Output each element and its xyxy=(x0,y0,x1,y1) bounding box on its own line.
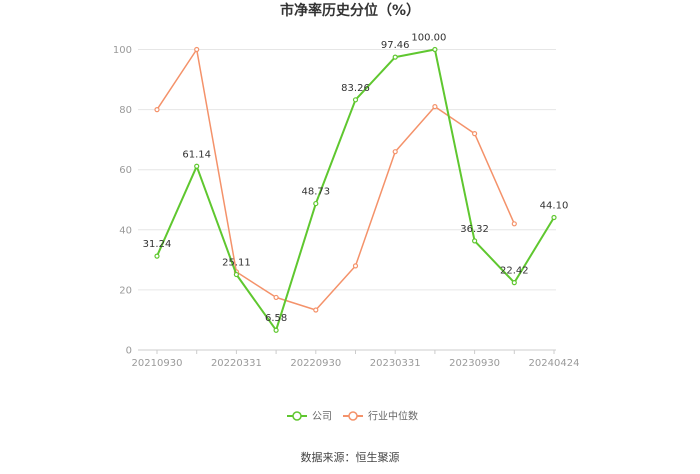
y-tick-label: 0 xyxy=(126,346,132,357)
data-label: 22.42 xyxy=(500,266,529,277)
data-label: 97.46 xyxy=(381,40,410,51)
data-point xyxy=(511,280,517,286)
data-point xyxy=(551,214,557,221)
legend-item-company[interactable]: 公司 xyxy=(287,411,332,423)
data-point xyxy=(194,163,200,169)
x-tick-label: 20220331 xyxy=(211,358,262,369)
data-label: 36.32 xyxy=(460,224,489,235)
legend-label: 公司 xyxy=(312,412,332,423)
data-point xyxy=(154,106,160,113)
data-point xyxy=(313,200,319,207)
series-layer xyxy=(154,46,557,333)
y-tick-label: 20 xyxy=(119,285,132,296)
series-industry-median xyxy=(154,46,517,313)
data-point xyxy=(154,253,160,259)
axis-layer: 0 20 40 60 80 100 20210930 20220331 20220930 2023… xyxy=(113,45,580,369)
source-note: 数据来源：恒生聚源 xyxy=(301,450,400,464)
data-label-layer: 31.24 61.14 25.11 6.58 48.73 83.26 97.46100.00… xyxy=(143,33,569,325)
legend-item-industry-median[interactable]: 行业中位数 xyxy=(343,410,418,423)
x-tick-label: 20220930 xyxy=(290,358,341,369)
y-tick-label: 60 xyxy=(119,165,132,176)
data-label: 25.11 xyxy=(222,258,251,269)
data-point xyxy=(472,131,478,137)
legend[interactable]: 公司 行业中位数 xyxy=(287,410,418,423)
data-label: 6.58 xyxy=(265,313,287,324)
data-point xyxy=(352,97,359,103)
y-tick-label: 40 xyxy=(119,225,132,236)
data-point xyxy=(233,271,239,278)
series-company xyxy=(154,46,557,333)
data-label: 31.24 xyxy=(143,239,172,250)
data-point xyxy=(432,103,438,110)
legend-swatch-marker xyxy=(348,411,358,421)
data-point xyxy=(313,307,319,313)
data-point xyxy=(352,263,359,269)
data-label: 44.10 xyxy=(540,200,569,211)
data-point xyxy=(273,327,279,333)
data-point xyxy=(273,294,279,301)
data-point xyxy=(392,54,398,60)
data-point xyxy=(432,46,438,53)
data-label: 100.00 xyxy=(411,33,446,44)
legend-label: 行业中位数 xyxy=(368,410,418,423)
x-tick-label: 20230331 xyxy=(370,358,421,369)
data-point xyxy=(511,221,517,227)
x-tick-label: 20210930 xyxy=(132,358,183,369)
x-tick-label: 20240424 xyxy=(529,358,580,369)
data-point xyxy=(472,238,478,244)
data-label: 48.73 xyxy=(301,187,330,198)
x-tick-label: 20230930 xyxy=(449,358,500,369)
series-line xyxy=(156,48,515,311)
y-tick-label: 100 xyxy=(113,45,132,56)
data-point xyxy=(392,149,398,155)
data-label: 83.26 xyxy=(341,83,370,94)
data-label: 61.14 xyxy=(182,149,211,160)
y-tick-label: 80 xyxy=(119,105,132,116)
data-point xyxy=(194,46,200,53)
legend-swatch-marker xyxy=(292,411,302,421)
chart-title: 市净率历史分位（%） xyxy=(280,2,420,19)
